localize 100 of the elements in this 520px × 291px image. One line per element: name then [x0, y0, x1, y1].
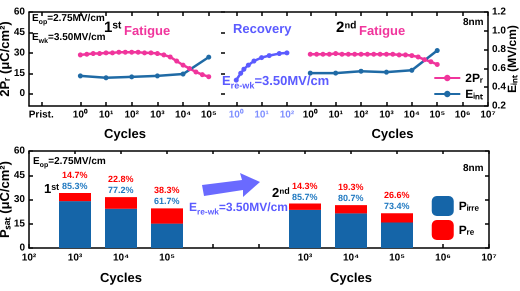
point	[371, 52, 376, 57]
x-tick-label: 10⁵	[389, 252, 406, 264]
point	[78, 73, 83, 78]
point	[97, 51, 102, 56]
point	[384, 70, 389, 75]
y2-axis-title: Eᵢₙₜ (MV/cm)	[505, 25, 519, 93]
point	[84, 52, 90, 57]
annotation: 80.7%	[338, 193, 364, 204]
annotation: 26.6%	[384, 190, 410, 200]
legend-label: Eᵢₙₜ	[465, 87, 483, 101]
annotation: 85.3%	[62, 181, 88, 192]
x-tick-label: 10⁴	[112, 252, 130, 264]
point	[110, 50, 115, 56]
annotation: 2ⁿᵈ	[272, 185, 290, 200]
x-tick-label: 10⁷	[480, 110, 496, 120]
annotation: E$_{op}$=2.75MV/cm	[32, 13, 105, 26]
annotation: E$_{re-wk}$=3.50MV/cm	[222, 73, 330, 91]
annotation: 85.7%	[292, 192, 318, 202]
x-tick-label: 10⁷	[481, 252, 497, 264]
x-tick-label: Prist.	[28, 110, 54, 120]
y-tick-label: 30	[14, 194, 26, 205]
x-tick-label: 10⁵	[200, 110, 217, 120]
point	[193, 69, 198, 74]
x-tick-label: 10⁶	[435, 252, 451, 264]
bar	[105, 197, 137, 209]
point	[320, 52, 326, 57]
point	[409, 68, 414, 73]
point	[180, 62, 186, 68]
point	[206, 74, 212, 80]
point	[104, 50, 109, 56]
x-tick-label: 10⁵	[159, 252, 176, 264]
x-tick-label: 10³	[150, 110, 166, 120]
y-tick-label: 15	[14, 218, 26, 230]
y-tick-label: 0	[19, 88, 26, 100]
point	[402, 52, 408, 58]
y-tick-label: 45	[14, 170, 26, 181]
bar	[381, 222, 413, 248]
annotation: 77.2%	[108, 185, 134, 196]
y2-tick-label: 0.6	[492, 62, 506, 74]
point	[308, 70, 313, 76]
x-tick-label: 10⁰	[302, 108, 318, 120]
point	[122, 50, 128, 55]
point	[378, 52, 383, 57]
point	[340, 52, 345, 57]
point	[129, 50, 134, 55]
x-axis-title: Cycles	[104, 126, 146, 141]
annotation: E$_{re-wk}$=3.50MV/cm	[189, 200, 288, 216]
annotation: 1ˢᵗ	[44, 181, 59, 196]
point	[90, 51, 96, 56]
x-tick-label: 10¹	[98, 110, 114, 120]
x-axis-title: Cycles	[330, 270, 372, 285]
point	[326, 52, 332, 57]
y-tick-label: 0	[19, 242, 26, 254]
y-tick-label: 60	[14, 146, 26, 156]
x-tick-label: 10⁴	[342, 252, 360, 264]
bar	[105, 208, 137, 248]
x-tick-label: 10³	[379, 110, 394, 120]
point	[168, 54, 173, 60]
point	[129, 74, 134, 80]
x-tick-label: 10⁰	[72, 108, 88, 120]
annotation: 73.4%	[384, 201, 410, 212]
y2-tick-label: 0.2	[492, 100, 506, 112]
point	[136, 50, 141, 55]
annotation: 1ˢᵗ	[104, 19, 122, 36]
point	[364, 52, 370, 57]
point	[174, 58, 180, 64]
annotation: 14.7%	[62, 170, 88, 180]
y2-tick-label: 0.8	[492, 44, 506, 56]
annotation: 22.8%	[108, 174, 134, 184]
x-tick-label: 10⁰	[228, 108, 244, 120]
point	[396, 52, 402, 58]
x-axis-title: Cycles	[100, 270, 142, 285]
x-tick-label: 10¹	[328, 110, 344, 120]
point	[333, 70, 338, 76]
bar	[151, 208, 183, 224]
bar	[335, 205, 367, 214]
y2-tick-label: 0.4	[492, 82, 506, 93]
point	[308, 52, 313, 57]
x-tick-label: 10¹	[254, 110, 270, 120]
annotation: 14.3%	[292, 180, 318, 191]
point	[148, 50, 154, 56]
bar	[335, 213, 367, 248]
point	[352, 52, 358, 57]
point	[154, 73, 160, 78]
point	[333, 51, 338, 56]
x-tick-label: 10⁴	[404, 110, 420, 120]
x-tick-label: 10⁶	[454, 110, 470, 120]
x-tick-label: 10³	[298, 252, 313, 264]
annotation: 8nm	[463, 17, 484, 28]
x-axis-title: Cycles	[372, 126, 414, 141]
point	[409, 53, 414, 58]
bar	[289, 210, 321, 248]
bar	[59, 193, 91, 202]
annotation: 19.3%	[338, 182, 364, 192]
point	[200, 72, 205, 78]
x-tick-label: 10⁵	[429, 110, 446, 120]
point	[186, 66, 192, 72]
bar	[59, 201, 91, 248]
y2-tick-label: 1.0	[492, 25, 506, 36]
point	[428, 59, 434, 64]
